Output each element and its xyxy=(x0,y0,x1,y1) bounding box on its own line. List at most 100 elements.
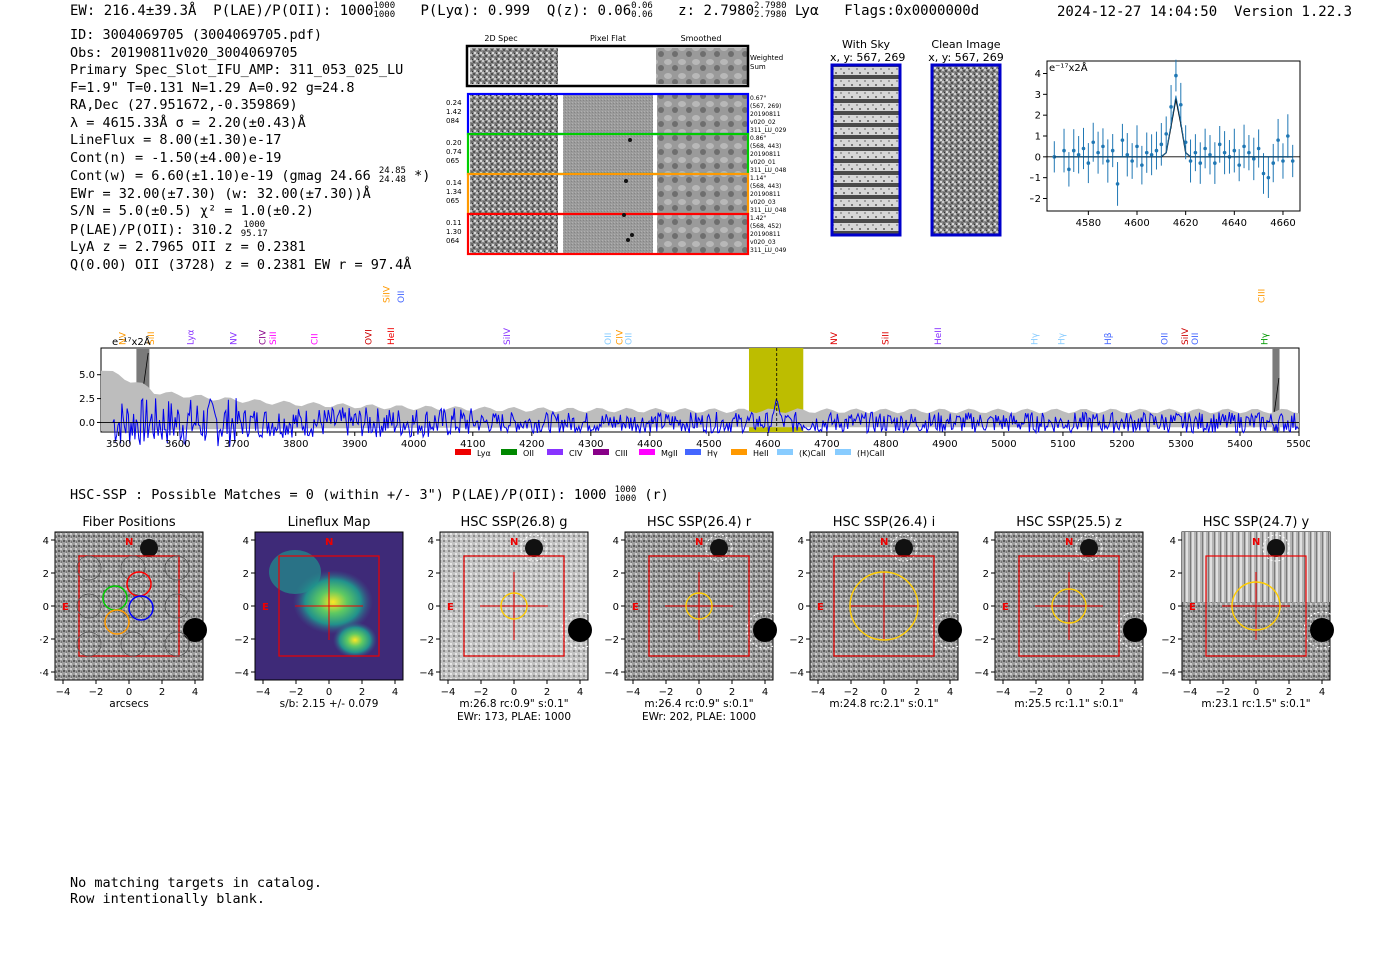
info-contn: Cont(n) = -1.50(±4.00)e-19 xyxy=(70,149,282,166)
header-z-line: Lyα xyxy=(794,3,819,19)
cutout-right-label: 0.67" xyxy=(750,95,766,102)
info-plae-text: P(LAE)/P(OII): 310.2 xyxy=(70,221,233,238)
info-obs: Obs: 20190811v020_3004069705 xyxy=(70,44,298,61)
hsc-xtick: −2 xyxy=(1029,687,1044,698)
hsc-caption-1: m:26.4 rc:0.9" s:0.1" xyxy=(644,698,753,710)
info-ewr: EWr = 32.00(±7.30) (w: 32.00(±7.30))Å xyxy=(70,185,371,202)
hsc-xtick: −4 xyxy=(811,687,826,698)
hsc-ytick: 2 xyxy=(798,569,804,580)
clean-image-xy: x, y: 567, 269 xyxy=(928,51,1004,64)
clean-image-title: Clean Image x, y: 567, 269 xyxy=(925,38,1007,64)
spectral-line-label: SiIV xyxy=(503,327,513,345)
spectrum-xtick-label: 4800 xyxy=(873,439,898,450)
cutout-right-label: 311_LU_048 xyxy=(750,207,787,214)
fit-data-point xyxy=(1193,150,1198,155)
info-contw-lo: 24.48 xyxy=(378,175,406,185)
spectral-line-label: CIV xyxy=(259,329,269,345)
svg-text:Hγ: Hγ xyxy=(1261,332,1271,345)
hsc-caption-1: m:25.5 rc:1.1" s:0.1" xyxy=(1014,698,1123,710)
cutout-right-label: (567, 269) xyxy=(750,103,781,110)
hsc-north-marker: N xyxy=(880,537,888,548)
legend-swatch xyxy=(777,449,793,455)
fit-data-point xyxy=(1149,152,1154,157)
fit-data-point xyxy=(1169,105,1173,109)
hsc-ytick: 4 xyxy=(983,536,989,547)
spectral-line-label: NV xyxy=(119,331,129,345)
hsc-panel-title: Fiber Positions xyxy=(82,515,175,530)
fit-data-point xyxy=(1101,144,1105,149)
fit-data-point xyxy=(1140,163,1144,167)
fit-data-point xyxy=(1164,132,1169,136)
header-qz-hi: 0.06 xyxy=(631,1,653,11)
legend-label: (K)CaII xyxy=(799,449,826,458)
fit-ytick-label: −1 xyxy=(1030,173,1041,184)
hsc-source xyxy=(710,539,728,557)
hsc-ytick: 2 xyxy=(613,569,619,580)
svg-text:OII: OII xyxy=(1191,333,1201,345)
svg-text:HeII: HeII xyxy=(934,327,944,345)
fit-ytick-label: 3 xyxy=(1035,90,1041,101)
cutout-right-label: 20190811 xyxy=(750,151,781,158)
legend-swatch xyxy=(731,449,747,455)
hsc-xtick: 4 xyxy=(577,687,583,698)
svg-text:CIV: CIV xyxy=(259,329,269,345)
footer-line-2: Row intentionally blank. xyxy=(70,890,266,907)
spectrum-error-envelope xyxy=(101,370,1299,431)
svg-text:Hγ: Hγ xyxy=(1030,332,1040,345)
hsc-ytick: 0 xyxy=(43,602,49,613)
cutout-left-label: 0.20 xyxy=(446,139,462,147)
hsc-ytick: −4 xyxy=(1161,668,1176,679)
hsc-ytick: −4 xyxy=(40,668,49,679)
fit-ylabel: e⁻¹⁷x2Å xyxy=(1049,61,1088,74)
spectrum-xtick-label: 4700 xyxy=(814,439,839,450)
spectrum-xtick-label: 5200 xyxy=(1109,439,1134,450)
hsc-xtick: 0 xyxy=(881,687,887,698)
svg-text:SiIV: SiIV xyxy=(1181,327,1191,345)
fit-data-point xyxy=(1125,152,1130,157)
hsc-ytick: −4 xyxy=(419,668,434,679)
svg-text:SiII: SiII xyxy=(147,331,157,345)
svg-text:OII: OII xyxy=(1160,333,1170,345)
with-sky-label: With Sky xyxy=(842,38,890,51)
info-fit: F=1.9" T=0.131 N=1.29 A=0.92 g=24.8 xyxy=(70,79,355,96)
fit-data-point xyxy=(1062,148,1066,153)
cutout-right-label: (568, 443) xyxy=(750,183,781,190)
legend-label: CIII xyxy=(615,449,628,458)
svg-text:Hβ: Hβ xyxy=(1104,332,1114,345)
hsc-north-marker: N xyxy=(510,537,518,548)
fit-data-point xyxy=(1115,182,1120,186)
fiber-circle xyxy=(128,595,154,621)
spectrum-xtick-label: 4400 xyxy=(637,439,662,450)
hsc-xtick: 4 xyxy=(392,687,398,698)
cutout-right-label: v020_01 xyxy=(750,159,776,166)
svg-text:OII: OII xyxy=(624,333,634,345)
fit-data-point xyxy=(1174,73,1178,78)
hsc-panel-1: Lineflux Map N E 4 −4 2 −2 0 0 −2 2 −4 4 s/b: 2.15 +/… xyxy=(234,515,404,710)
hsc-ytick: −2 xyxy=(974,635,989,646)
cosmic-ray-mark xyxy=(624,179,628,183)
cutout-left-label: 0.14 xyxy=(446,179,462,187)
hsc-ytick: 0 xyxy=(243,602,249,613)
svg-text:CIV: CIV xyxy=(616,329,626,345)
cutout-right-label: (568, 452) xyxy=(750,223,781,230)
hsc-panel-0: Fiber Positions N E 4 −4 2 −2 0 0 −2 2 −4 4 arcsecs xyxy=(40,515,207,710)
spectral-line-label: HeII xyxy=(387,327,397,345)
info-sn: S/N = 5.0(±0.5) χ² = 1.0(±0.2) xyxy=(70,203,314,219)
header-flags: Flags:0x0000000d xyxy=(844,3,980,19)
fit-data-point xyxy=(1178,102,1183,107)
fit-model-blue-line xyxy=(1054,95,1293,158)
hsc-source xyxy=(1123,618,1147,642)
info-contw-end: *) xyxy=(414,168,431,184)
hsc-ytick: 4 xyxy=(43,536,49,547)
hsc-ytick: 2 xyxy=(1170,569,1176,580)
cutout-left-label: 1.34 xyxy=(446,188,462,196)
hsc-xtick: 2 xyxy=(1099,687,1105,698)
svg-text:Lyα: Lyα xyxy=(187,329,197,345)
spectrum-xtick-label: 3700 xyxy=(224,439,249,450)
fit-ytick-label: 0 xyxy=(1035,152,1041,163)
hsc-panel-title: HSC SSP(26.4) i xyxy=(833,515,935,530)
header-z-lo: 2.7980 xyxy=(754,10,787,20)
spectrum-xtick-label: 5300 xyxy=(1168,439,1193,450)
hsc-ytick: 4 xyxy=(1170,536,1176,547)
spectral-line-label: Hγ xyxy=(1058,332,1068,345)
